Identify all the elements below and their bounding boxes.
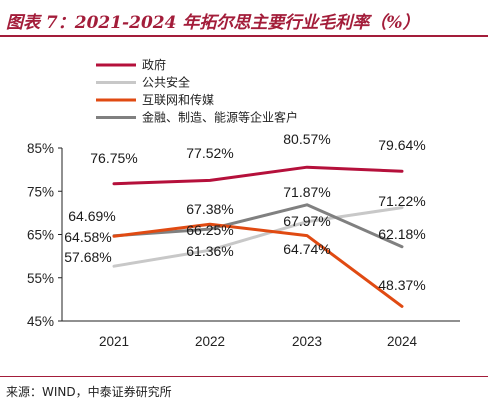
data-label: 67.38%	[186, 201, 233, 217]
data-label: 64.69%	[68, 208, 115, 224]
data-label: 61.36%	[186, 243, 233, 259]
data-label: 48.37%	[378, 277, 425, 293]
legend-label: 公共安全	[142, 75, 190, 90]
x-tick-label: 2024	[387, 334, 418, 349]
data-labels: 76.75% 77.52% 80.57% 79.64% 57.68% 61.36% 67.9…	[64, 131, 425, 293]
x-tick-label: 2022	[195, 334, 225, 349]
series-line	[112, 206, 404, 268]
series-lines	[112, 165, 404, 308]
data-label: 64.74%	[283, 241, 330, 257]
title-divider	[0, 35, 488, 37]
legend-label: 互联网和传媒	[142, 92, 214, 107]
data-label: 71.22%	[378, 193, 425, 209]
series-line	[112, 222, 404, 308]
series-line	[112, 165, 404, 186]
legend-label: 金融、制造、能源等企业客户	[142, 110, 298, 125]
source-note: 来源：WIND，中泰证券研究所	[6, 385, 172, 399]
data-label: 57.68%	[64, 249, 111, 265]
y-tick-label: 65%	[27, 228, 54, 243]
data-label: 77.52%	[186, 145, 233, 161]
x-tick-labels: 2021 2022 2023 2024	[99, 334, 418, 349]
legend-label: 政府	[142, 57, 166, 72]
y-tick-label: 75%	[27, 184, 54, 199]
data-label: 71.87%	[283, 184, 330, 200]
data-label: 80.57%	[283, 131, 330, 147]
source-divider	[0, 376, 488, 377]
data-label: 66.25%	[186, 222, 233, 238]
y-tick-label: 85%	[27, 141, 54, 156]
data-label: 76.75%	[90, 150, 137, 166]
y-tick-label: 55%	[27, 271, 54, 286]
x-tick-label: 2021	[99, 334, 129, 349]
series-line	[112, 203, 404, 249]
y-tick-label: 45%	[27, 314, 54, 329]
x-tick-label: 2023	[292, 334, 322, 349]
y-tick-labels: 45% 55% 65% 75% 85%	[27, 141, 62, 329]
data-label: 67.97%	[283, 213, 330, 229]
data-label: 79.64%	[378, 137, 425, 153]
data-label: 64.58%	[64, 229, 111, 245]
chart-title: 图表 7：2021-2024 年拓尔思主要行业毛利率（%）	[6, 13, 420, 33]
data-label: 62.18%	[378, 226, 425, 242]
